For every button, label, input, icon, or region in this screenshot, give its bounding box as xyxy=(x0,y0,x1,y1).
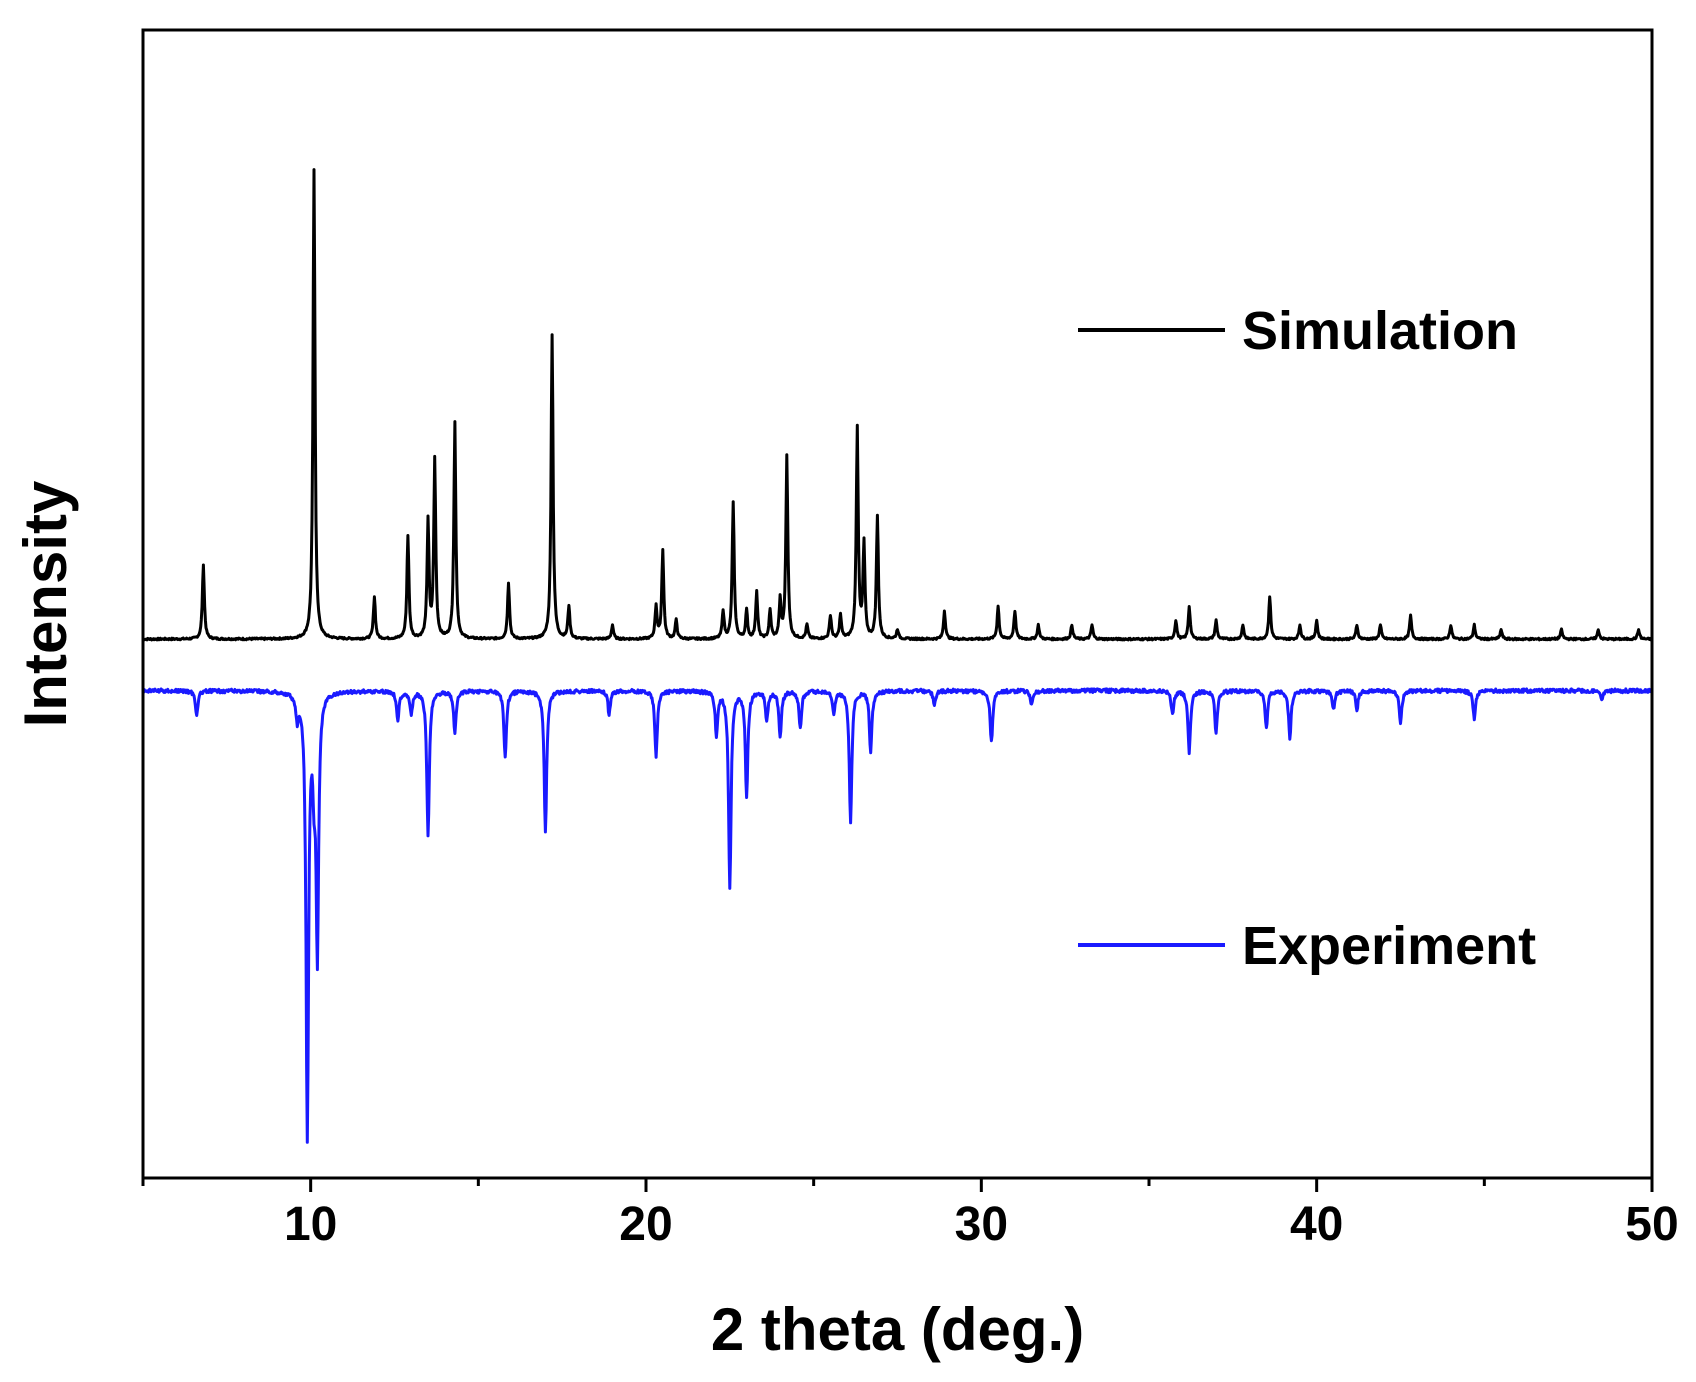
x-tick-label: 50 xyxy=(1625,1198,1678,1251)
x-tick-label: 40 xyxy=(1290,1198,1343,1251)
legend-label-simulation: Simulation xyxy=(1242,301,1518,361)
x-axis-title: 2 theta (deg.) xyxy=(711,1296,1084,1363)
series-line-simulation xyxy=(142,168,1654,642)
x-axis-tick-labels: 10 20 30 40 50 xyxy=(284,1198,1679,1251)
x-tick-label: 20 xyxy=(619,1198,672,1251)
legend-label-experiment: Experiment xyxy=(1242,916,1536,976)
x-tick-label: 10 xyxy=(284,1198,337,1251)
series-line-experiment xyxy=(141,687,1654,1144)
x-axis-ticks xyxy=(141,1178,1654,1192)
y-axis-title: Intensity xyxy=(12,480,79,727)
plot-area xyxy=(141,168,1654,1144)
legend: Simulation Experiment xyxy=(1078,301,1536,976)
x-tick-label: 30 xyxy=(955,1198,1008,1251)
plot-frame xyxy=(141,28,1654,1180)
